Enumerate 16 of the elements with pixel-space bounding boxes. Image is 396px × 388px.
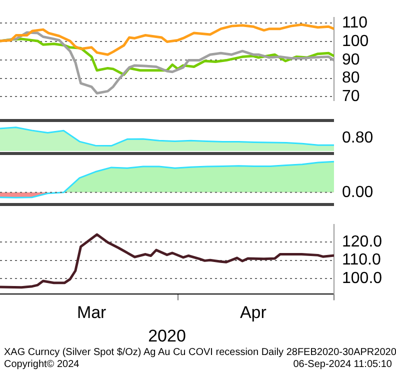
y-tick-label: 80 xyxy=(342,70,360,87)
y-tick-label: 90 xyxy=(342,51,360,68)
text: Copyright© 2024 xyxy=(4,359,80,371)
y-tick-label: 100.0 xyxy=(342,270,382,288)
y-tick-label: 110.0 xyxy=(342,252,381,269)
x-tick-label: Mar xyxy=(76,303,107,322)
y-tick-label: 110 xyxy=(342,14,368,32)
x-tick-label: Apr xyxy=(240,303,267,322)
text: 0.80 xyxy=(342,129,374,146)
y-tick-label: 70 xyxy=(342,88,360,106)
text: XAG Curncy (Silver Spot $/Oz) Ag Au Cu COVI recession Daily 28FEB2020-30APR2020 xyxy=(4,347,396,359)
text: 0.00 xyxy=(342,184,374,201)
y-tick-label: 100 xyxy=(342,32,369,50)
text: 06-Sep-2024 11:05:10 xyxy=(293,359,392,371)
x-axis-title: 2020 xyxy=(148,326,186,346)
y-tick-label: 120.0 xyxy=(342,233,382,250)
